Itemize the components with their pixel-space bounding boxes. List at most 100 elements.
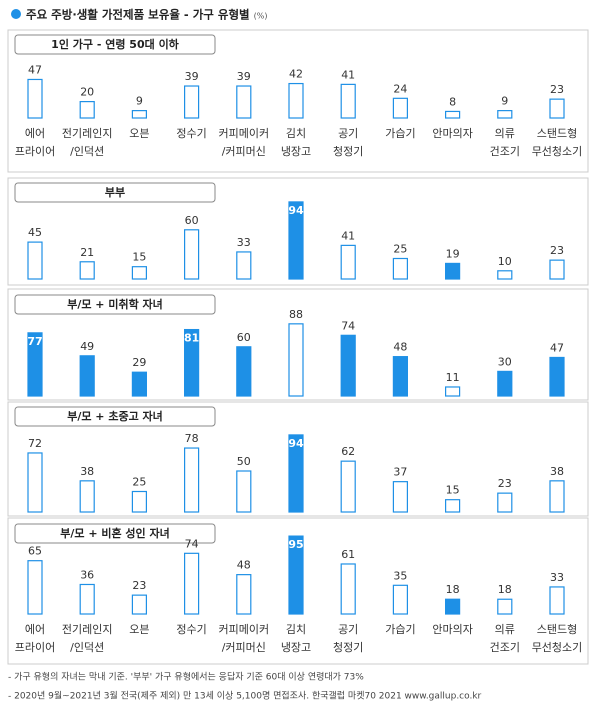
bar (497, 270, 513, 280)
panel-tab (14, 406, 216, 427)
value-label: 41 (341, 68, 355, 81)
footnote: - 가구 유형의 자녀는 막내 기준. '부부' 가구 유형에서는 응답자 기준… (8, 671, 364, 683)
bar (131, 266, 147, 280)
panel-tab (14, 34, 216, 55)
x-tick-label: 공기 (338, 127, 358, 140)
bar (79, 100, 95, 119)
x-tick-label: 김치 (286, 623, 306, 636)
value-label: 77 (27, 335, 42, 348)
value-label: 9 (501, 95, 508, 108)
x-tick-label: 가습기 (385, 127, 415, 140)
value-label: 35 (393, 569, 407, 582)
value-label: 88 (289, 308, 303, 321)
value-label: 49 (80, 340, 94, 353)
bar (27, 78, 43, 119)
value-label: 50 (237, 455, 251, 468)
bar (184, 328, 200, 397)
bar (131, 490, 147, 513)
bar (79, 355, 95, 397)
x-tick-label: 가습기 (385, 623, 415, 636)
value-label: 39 (237, 70, 251, 83)
value-label: 33 (550, 571, 564, 584)
bar (288, 323, 304, 397)
panel-frame (7, 517, 589, 665)
bar (184, 447, 200, 513)
value-label: 9 (136, 95, 143, 108)
value-label: 23 (498, 477, 512, 490)
value-label: 15 (446, 484, 460, 497)
bar (236, 574, 252, 615)
x-tick-label: 프라이어 (15, 641, 55, 654)
bar (340, 460, 356, 513)
bar (288, 434, 304, 513)
bar (340, 244, 356, 280)
value-label: 45 (28, 226, 42, 239)
value-label: 78 (185, 432, 199, 445)
value-label: 21 (80, 246, 94, 259)
value-label: 23 (550, 244, 564, 257)
x-tick-label: 전기레인지 (62, 127, 113, 140)
x-tick-label: 의류 (495, 623, 515, 636)
value-label: 48 (393, 341, 407, 354)
bar (445, 598, 461, 615)
bar (184, 229, 200, 280)
value-label: 38 (80, 465, 94, 478)
value-label: 30 (498, 355, 512, 368)
bar (27, 241, 43, 280)
value-label: 15 (132, 251, 146, 264)
bar (392, 584, 408, 615)
panel-tab (14, 523, 216, 544)
value-label: 18 (498, 583, 512, 596)
bar (236, 346, 252, 397)
bar (392, 481, 408, 513)
bar (288, 201, 304, 280)
x-tick-label: 스탠드형 (537, 127, 577, 140)
panel-frame (7, 177, 589, 286)
value-label: 37 (393, 466, 407, 479)
bar (79, 261, 95, 280)
value-label: 47 (28, 63, 42, 76)
bar (236, 85, 252, 119)
panel-title: 부/모 + 초중고 자녀 (67, 409, 163, 423)
x-tick-label: 스탠드형 (537, 623, 577, 636)
x-tick-label: 청정기 (333, 145, 363, 158)
x-tick-label: 프라이어 (15, 145, 55, 158)
x-tick-label: 에어 (25, 127, 45, 140)
panel-title: 부/모 + 미취학 자녀 (67, 297, 163, 311)
value-label: 24 (393, 82, 407, 95)
x-tick-label: 냉장고 (281, 641, 311, 654)
bar (131, 110, 147, 119)
bar (549, 98, 565, 119)
value-label: 48 (237, 559, 251, 572)
x-tick-label: 무선청소기 (532, 145, 583, 158)
bar (549, 586, 565, 615)
bar (340, 334, 356, 397)
x-tick-label: 커피메이커 (218, 127, 269, 140)
bar (445, 262, 461, 280)
x-tick-label: 정수기 (176, 623, 206, 636)
bar (445, 386, 461, 397)
x-tick-label: 청정기 (333, 641, 363, 654)
value-label: 11 (446, 371, 460, 384)
unit: (%) (254, 12, 268, 21)
bar (549, 259, 565, 280)
value-label: 72 (28, 437, 42, 450)
value-label: 8 (449, 95, 456, 108)
bar (79, 480, 95, 513)
bar (236, 251, 252, 280)
bar (184, 552, 200, 615)
value-label: 60 (237, 331, 251, 344)
value-label: 47 (550, 341, 564, 354)
bar (392, 97, 408, 119)
value-label: 74 (341, 319, 355, 332)
bar (549, 356, 565, 397)
bar (549, 480, 565, 513)
bar (497, 598, 513, 615)
value-label: 33 (237, 236, 251, 249)
bar (27, 332, 43, 397)
x-tick-label: /인덕션 (70, 145, 104, 158)
panel-frame (7, 401, 589, 517)
value-label: 36 (80, 568, 94, 581)
bar (340, 83, 356, 119)
footnote: - 2020년 9월~2021년 3월 전국(제주 제외) 만 13세 이상 5… (8, 690, 482, 702)
